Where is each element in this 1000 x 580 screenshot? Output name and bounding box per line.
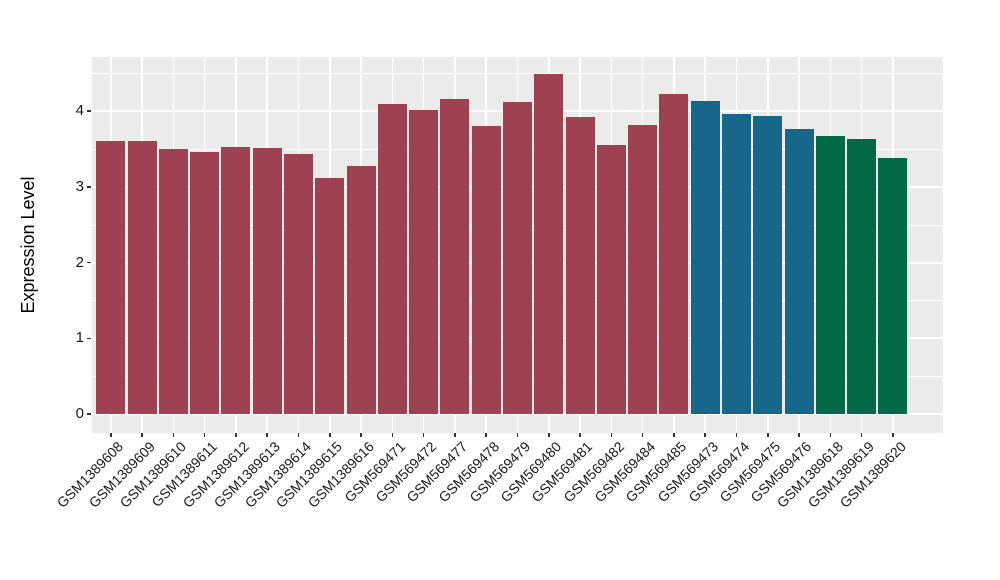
- x-tick-mark: [641, 433, 644, 437]
- y-tick-label: 2: [75, 253, 84, 271]
- y-tick-mark: [87, 261, 91, 264]
- x-tick-mark: [454, 433, 456, 437]
- x-tick-mark: [829, 433, 832, 437]
- x-tick-mark: [767, 433, 769, 437]
- bar-GSM1389619: [847, 139, 877, 414]
- x-tick-mark: [735, 433, 738, 437]
- bar-GSM569474: [722, 114, 751, 414]
- bar-GSM569485: [659, 93, 689, 414]
- bar-GSM1389620: [878, 158, 908, 414]
- x-tick-mark: [329, 433, 331, 437]
- bar-GSM1389612: [221, 146, 251, 414]
- bar-GSM1389613: [252, 147, 282, 414]
- x-tick-mark: [579, 433, 581, 437]
- bar-GSM569481: [565, 117, 595, 414]
- y-tick-label: 3: [75, 177, 84, 195]
- bar-GSM569472: [409, 110, 439, 414]
- bar-GSM1389608: [96, 141, 126, 414]
- x-tick-mark: [422, 433, 425, 437]
- y-tick-label: 1: [75, 329, 84, 347]
- bar-GSM569471: [377, 103, 407, 414]
- x-tick-mark: [172, 433, 175, 437]
- bar-GSM569482: [596, 144, 626, 414]
- y-tick-label: 4: [75, 102, 84, 120]
- x-tick-mark: [391, 433, 394, 437]
- x-tick-mark: [203, 433, 206, 437]
- bar-GSM569475: [753, 115, 783, 414]
- bar-GSM569478: [471, 125, 501, 414]
- x-tick-mark: [360, 433, 362, 437]
- x-tick-mark: [673, 433, 675, 437]
- x-tick-mark: [548, 433, 550, 437]
- x-tick-mark: [235, 433, 237, 437]
- bar-GSM1389614: [283, 154, 313, 414]
- plot-panel: [92, 57, 943, 433]
- x-tick-mark: [297, 433, 300, 437]
- x-tick-mark: [704, 433, 706, 437]
- x-tick-mark: [860, 433, 863, 437]
- bar-GSM569473: [690, 100, 720, 414]
- y-tick-mark: [87, 337, 91, 340]
- bar-GSM1389611: [190, 152, 220, 414]
- x-tick-mark: [110, 433, 112, 437]
- x-tick-mark: [892, 433, 894, 437]
- bar-GSM1389618: [815, 136, 845, 414]
- x-tick-mark: [141, 433, 143, 437]
- x-tick-mark: [266, 433, 268, 437]
- y-tick-mark: [87, 186, 91, 188]
- y-tick-mark: [87, 110, 91, 112]
- x-tick-mark: [516, 433, 519, 437]
- bar-GSM569479: [503, 102, 532, 414]
- x-tick-mark: [485, 433, 487, 437]
- y-tick-mark: [87, 413, 91, 415]
- x-tick-mark: [798, 433, 800, 437]
- y-axis-title: Expression Level: [18, 176, 38, 314]
- x-tick-mark: [610, 433, 613, 437]
- bar-GSM569477: [440, 99, 470, 414]
- y-tick-label: 0: [75, 405, 84, 422]
- bar-GSM1389615: [315, 177, 345, 414]
- bar-GSM569484: [628, 124, 658, 414]
- bar-GSM1389616: [346, 165, 376, 414]
- bar-GSM569480: [534, 74, 564, 414]
- bar-GSM1389609: [127, 140, 157, 414]
- bar-GSM569476: [784, 129, 814, 414]
- bar-GSM1389610: [158, 149, 188, 414]
